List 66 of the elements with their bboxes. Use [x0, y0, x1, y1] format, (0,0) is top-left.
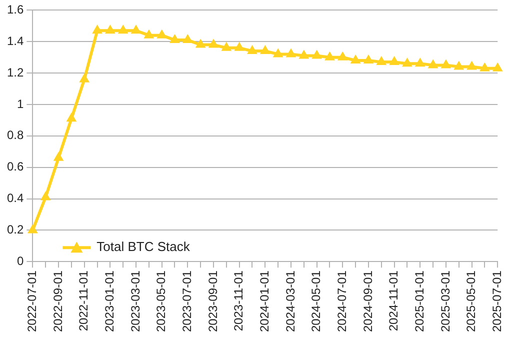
- point: [260, 45, 270, 54]
- x-tick-label: 2024-09-01: [360, 270, 375, 332]
- x-tick-label: 2022-07-01: [24, 270, 39, 332]
- point: [92, 24, 102, 34]
- point: [376, 56, 387, 66]
- point: [79, 73, 90, 82]
- x-tick-label: 2024-01-01: [257, 270, 272, 332]
- point: [27, 224, 38, 234]
- point: [118, 24, 128, 34]
- x-tick-label: 2025-01-01: [412, 270, 426, 332]
- y-tick-label: 0.4: [6, 191, 24, 206]
- x-tick-label: 2024-05-01: [309, 270, 324, 332]
- x-tick-label: 2025-07-01: [490, 270, 504, 332]
- point: [312, 50, 322, 59]
- x-tick-label: 2024-03-01: [283, 270, 298, 332]
- point: [466, 60, 477, 70]
- point: [130, 24, 142, 34]
- point: [389, 56, 400, 66]
- point: [414, 58, 426, 67]
- point: [492, 62, 503, 72]
- x-tick-label: 2022-11-01: [76, 270, 91, 332]
- point: [350, 54, 361, 64]
- x-tick-label: 2024-07-01: [334, 270, 349, 332]
- y-tick-label: 1.4: [6, 34, 24, 48]
- point: [428, 59, 438, 68]
- x-tick-label: 2025-05-01: [464, 270, 478, 332]
- point: [144, 29, 154, 38]
- x-tick-label: 2023-03-01: [128, 270, 142, 332]
- point: [208, 38, 219, 48]
- point: [272, 48, 284, 58]
- y-tick-label: 0.6: [6, 160, 24, 174]
- x-tick-label: 2024-11-01: [386, 270, 401, 332]
- y-tick-label: 1.2: [6, 65, 24, 80]
- x-tick-label: 2023-01-01: [102, 270, 116, 332]
- point: [170, 34, 180, 44]
- x-tick-label: 2023-09-01: [206, 270, 220, 332]
- point: [221, 42, 232, 51]
- point: [298, 50, 310, 59]
- y-tick-label: 0.8: [6, 128, 24, 142]
- point: [402, 58, 412, 67]
- point: [454, 60, 464, 70]
- x-tick-label: 2023-07-01: [180, 270, 194, 332]
- point: [195, 38, 206, 48]
- point: [53, 152, 64, 161]
- legend-label: Total BTC Stack: [96, 239, 190, 254]
- point: [440, 59, 452, 68]
- point: [182, 34, 193, 44]
- point: [337, 51, 348, 60]
- point: [363, 54, 374, 64]
- x-tick-label: 2022-09-01: [50, 270, 65, 332]
- x-tick-label: 2023-05-01: [154, 270, 168, 332]
- point: [247, 45, 258, 54]
- y-tick-label: 0: [16, 254, 24, 268]
- y-tick-label: 1.6: [6, 2, 24, 17]
- point: [156, 29, 168, 38]
- point: [286, 48, 296, 58]
- point: [66, 112, 77, 122]
- point: [40, 191, 51, 200]
- x-tick-label: 2023-11-01: [232, 270, 246, 332]
- y-tick-label: 1: [16, 96, 24, 111]
- point: [479, 62, 490, 72]
- point: [324, 51, 335, 60]
- point: [104, 24, 116, 34]
- x-tick-label: 2025-03-01: [438, 270, 452, 332]
- y-tick-label: 0.2: [6, 222, 24, 237]
- point: [234, 42, 245, 51]
